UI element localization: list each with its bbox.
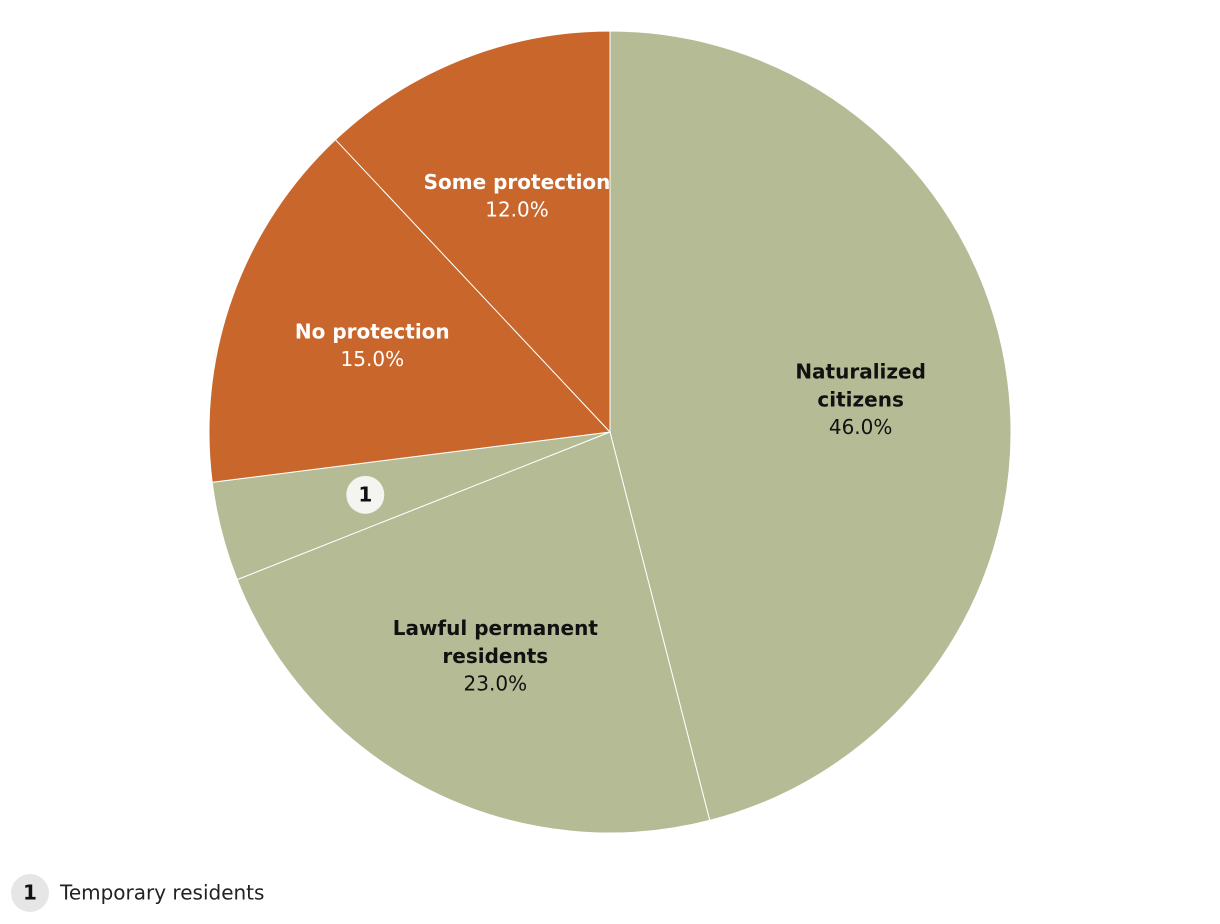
slice-value: 46.0% — [829, 415, 893, 439]
footnote-badge — [11, 874, 49, 912]
footnote-label: Temporary residents — [59, 881, 264, 905]
slice-value: 23.0% — [464, 672, 528, 696]
slice — [236, 431, 711, 834]
marker-label: 1 — [358, 482, 372, 506]
slice — [334, 30, 611, 434]
marker-badge — [346, 475, 385, 514]
slice-value: 12.0% — [485, 198, 549, 222]
slice — [208, 138, 612, 483]
slice-name: Some protection — [424, 170, 611, 194]
footnote: 1 Temporary residents — [11, 874, 264, 912]
slice-value: 15.0% — [341, 347, 405, 371]
slice-name: No protection — [295, 319, 450, 343]
slice-name: Naturalized citizens — [795, 359, 926, 411]
slice — [609, 30, 1012, 822]
pie — [208, 30, 1012, 834]
slice-name: Lawful permanent residents — [393, 616, 599, 668]
slice-labels: Naturalized citizens 46.0% Lawful permanent… — [295, 170, 926, 696]
footnote-marker: 1 — [23, 881, 37, 905]
